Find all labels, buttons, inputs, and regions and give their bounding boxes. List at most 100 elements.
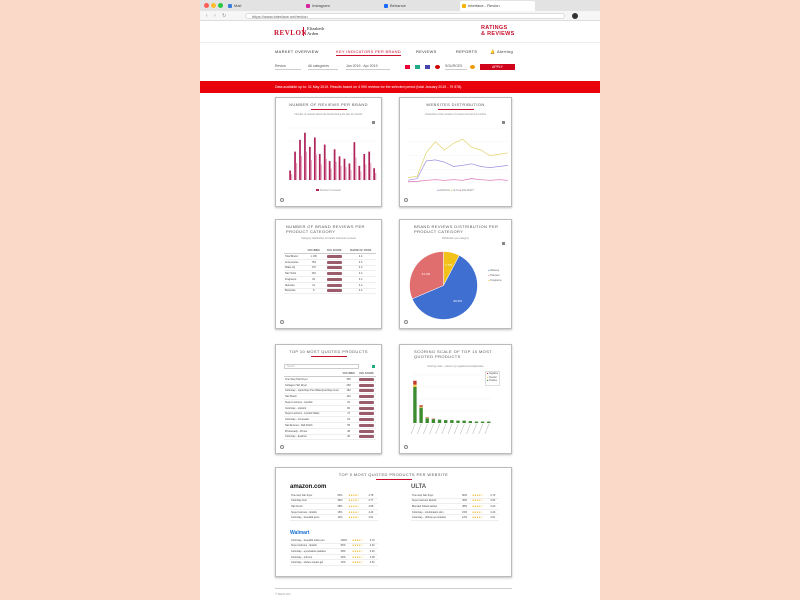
table-row[interactable]: Super lustrous - lipstick 15% ★★★★☆ 4.40 bbox=[290, 509, 378, 516]
source-flag-icon[interactable] bbox=[425, 65, 430, 69]
volume-cell: 296 bbox=[340, 382, 357, 389]
table-row[interactable]: Colorstay - eyeshadow palettes 38% ★★★★☆ 4.… bbox=[290, 548, 378, 555]
nav-alerting[interactable]: Alerting bbox=[497, 49, 513, 54]
close-window-icon[interactable] bbox=[204, 3, 209, 8]
table-row[interactable]: One step hair dryer 80% ★★★★☆ 4.70 bbox=[411, 493, 499, 499]
table-row[interactable]: Nail Enamel - Nail Polish 55 bbox=[284, 422, 376, 429]
table-row[interactable]: Colorstay - beautiful looks pen 100% ★★★★☆… bbox=[290, 538, 378, 544]
period-select[interactable]: Jan 2019 - Apr 2019 bbox=[346, 63, 390, 70]
minimize-window-icon[interactable] bbox=[211, 3, 216, 8]
table-row[interactable]: Super Lustrous - Lipstick 91 bbox=[284, 399, 376, 406]
back-icon[interactable]: ‹ bbox=[206, 13, 208, 19]
table-row[interactable]: Super lustrous lipstick 36% ★★★★☆ 3.92 bbox=[411, 498, 499, 505]
tab-behance[interactable]: Behance bbox=[382, 1, 457, 11]
instagram-icon bbox=[306, 4, 310, 8]
apply-button[interactable]: APPLY bbox=[480, 64, 515, 70]
table-row[interactable]: Super lustrous - lipstick 84% ★★★★☆ 4.32 bbox=[290, 543, 378, 550]
download-icon[interactable] bbox=[502, 121, 505, 124]
star-rating-icon: ★★★★☆ bbox=[350, 543, 369, 550]
table-row[interactable]: Colorstay - beautiful pens 12% ★★★★☆ 4.51 bbox=[290, 514, 378, 521]
tab-mail[interactable]: Mail bbox=[226, 1, 301, 11]
info-icon[interactable] bbox=[404, 198, 408, 202]
legend-label: Neutral bbox=[489, 376, 497, 379]
table-row[interactable]: Colorstay - Liquid Eye Pen Waterproof Ey… bbox=[284, 388, 376, 395]
forward-icon[interactable]: › bbox=[214, 13, 216, 19]
category-name: Hair Tools bbox=[284, 270, 305, 277]
score-cell: 4.51 bbox=[367, 514, 378, 521]
legend-label: Makeup bbox=[490, 269, 500, 272]
score-bar bbox=[358, 406, 374, 410]
websites-line-chart bbox=[408, 128, 508, 183]
table-row[interactable]: One Step Hair Dryer 456 bbox=[284, 376, 376, 383]
bar bbox=[299, 139, 301, 180]
card-subtitle: Distribution per category bbox=[441, 237, 470, 240]
table-row[interactable]: Hair brush 38% ★★★★☆ 4.58 bbox=[290, 503, 378, 510]
product-name: Colorstay - combination skin bbox=[411, 509, 462, 516]
x-tick bbox=[435, 423, 440, 435]
table-row[interactable]: Blended hottest lashes 38% ★★★★☆ 4.20 bbox=[411, 503, 499, 510]
table-row[interactable]: Colorstay - Lipstick 80 bbox=[284, 405, 376, 412]
bell-icon[interactable]: 🔔 bbox=[490, 49, 496, 54]
table-row[interactable]: Colorstay liner 36% ★★★★☆ 3.77 bbox=[290, 498, 378, 505]
share-cell: 38% bbox=[336, 503, 348, 510]
bar bbox=[338, 156, 341, 180]
tab-instagram[interactable]: Instagram bbox=[304, 1, 379, 11]
stacked-bar bbox=[480, 421, 485, 423]
nav-key-indicators[interactable]: KEY INDICATORS PER BRAND bbox=[336, 49, 401, 56]
card-subtitle: Category distribution of brands total te… bbox=[301, 237, 356, 240]
mail-icon bbox=[228, 4, 232, 8]
category-name: Fragrance bbox=[284, 276, 305, 283]
score-bar bbox=[358, 418, 374, 422]
excel-icon[interactable] bbox=[372, 365, 375, 368]
table-row[interactable]: Collagen Hair Dryer 296 bbox=[284, 382, 376, 389]
sources-select[interactable]: SOURCES bbox=[445, 63, 467, 70]
source-flag-icon[interactable] bbox=[470, 65, 475, 69]
reload-icon[interactable]: ↻ bbox=[222, 13, 227, 19]
tab-revlon[interactable]: Interface - Revlon bbox=[460, 1, 535, 11]
download-icon[interactable] bbox=[502, 242, 505, 245]
info-icon[interactable] bbox=[280, 445, 284, 449]
nav-reviews[interactable]: REVIEWS bbox=[416, 49, 437, 54]
bar bbox=[325, 158, 327, 180]
table-row[interactable]: Colorstay - lashes impact gel 12% ★★★★☆ 4.5… bbox=[290, 559, 378, 566]
category-select[interactable]: All categories bbox=[308, 63, 338, 70]
score-bar bbox=[326, 260, 342, 264]
table-row[interactable]: Colorstay - Eyeliner 40 bbox=[284, 434, 376, 441]
table-row[interactable]: Hair Brush 140 bbox=[284, 393, 376, 400]
revlon-logo[interactable]: REVLON bbox=[274, 29, 307, 37]
source-flag-icon[interactable] bbox=[405, 65, 410, 69]
score-bar bbox=[326, 266, 342, 270]
info-icon[interactable] bbox=[280, 320, 284, 324]
info-icon[interactable] bbox=[404, 320, 408, 324]
share-cell: 52% bbox=[336, 493, 348, 499]
table-row[interactable]: Colorstay - Ultima eye shadow 12% ★★★★☆ 4.5… bbox=[411, 514, 499, 521]
bar bbox=[370, 162, 372, 180]
volume-cell: 55 bbox=[340, 422, 357, 429]
profile-icon[interactable] bbox=[572, 13, 578, 19]
info-icon[interactable] bbox=[280, 198, 284, 202]
download-icon[interactable] bbox=[372, 121, 375, 124]
share-cell: 4.4 bbox=[345, 270, 376, 277]
nav-reports[interactable]: REPORTS bbox=[456, 49, 478, 54]
search-input[interactable]: Search bbox=[284, 364, 359, 369]
bar bbox=[360, 171, 362, 180]
avg-score-cell bbox=[323, 288, 346, 295]
table-row[interactable]: Photoready - Primer 48 bbox=[284, 428, 376, 435]
maximize-window-icon[interactable] bbox=[218, 3, 223, 8]
table-row[interactable]: Colorstay - Concealer 64 bbox=[284, 416, 376, 423]
table-row[interactable]: Colorstay - primers 32% ★★★★☆ 4.38 bbox=[290, 554, 378, 561]
category-name: Bodycare bbox=[284, 288, 305, 295]
source-flag-icon[interactable] bbox=[415, 65, 420, 69]
info-icon[interactable] bbox=[404, 445, 408, 449]
volume-cell: 784 bbox=[304, 259, 324, 266]
table-row[interactable]: One step hair dryer 52% ★★★★☆ 4.78 bbox=[290, 493, 378, 499]
avg-score-cell bbox=[356, 376, 376, 383]
table-row[interactable]: Colorstay - combination skin 15% ★★★★☆ 4.40 bbox=[411, 509, 499, 516]
table-row[interactable]: Super Lustrous - Lipstick Matte 72 bbox=[284, 411, 376, 418]
brand-select[interactable]: Revlon bbox=[275, 63, 301, 70]
card-subtitle: Number of reviews about the brand during… bbox=[294, 113, 363, 116]
source-flag-icon[interactable] bbox=[435, 65, 440, 69]
nav-market-overview[interactable]: MARKET OVERVIEW bbox=[275, 49, 319, 54]
share-cell: 12% bbox=[461, 514, 471, 521]
url-input[interactable]: https://www.interface.net/revlon bbox=[245, 13, 565, 19]
